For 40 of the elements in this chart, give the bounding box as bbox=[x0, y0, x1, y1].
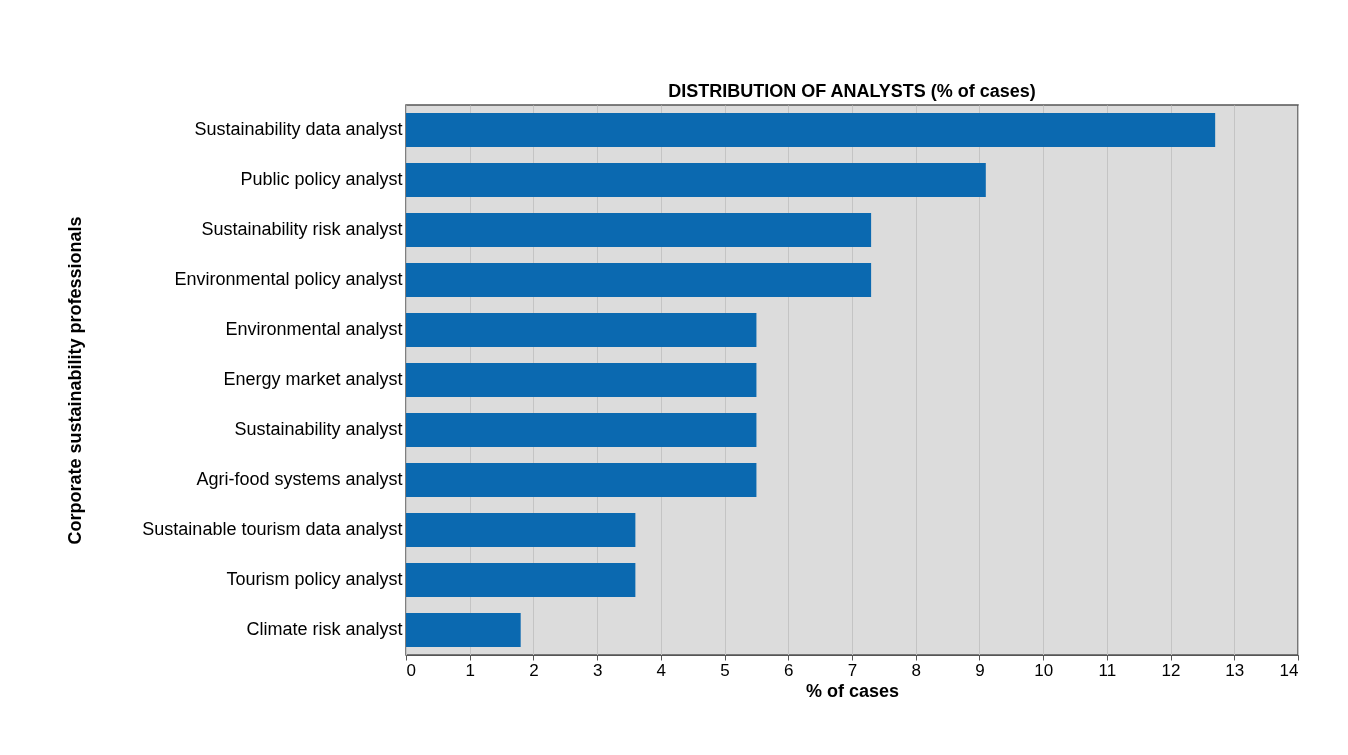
y-tick-label: Agri-food systems analyst bbox=[196, 469, 403, 489]
y-tick-label: Climate risk analyst bbox=[246, 619, 403, 639]
x-tick-label: 11 bbox=[1098, 660, 1117, 680]
x-tick-label: 1 bbox=[465, 660, 475, 680]
y-tick-label: Sustainability analyst bbox=[234, 419, 403, 439]
x-tick-label: 2 bbox=[529, 660, 539, 680]
y-tick-label: Public policy analyst bbox=[240, 169, 403, 189]
y-tick-label: Sustainability data analyst bbox=[194, 119, 403, 139]
bar bbox=[406, 163, 986, 197]
x-tick-label: 13 bbox=[1225, 660, 1245, 680]
y-tick-label: Sustainability risk analyst bbox=[201, 219, 403, 239]
y-tick-label: Sustainable tourism data analyst bbox=[142, 519, 403, 539]
x-tick-label: 4 bbox=[656, 660, 667, 680]
bar bbox=[406, 363, 757, 397]
bar bbox=[406, 613, 521, 647]
y-tick-label: Tourism policy analyst bbox=[226, 569, 403, 589]
bar bbox=[406, 313, 757, 347]
bar bbox=[406, 463, 757, 497]
x-tick-label: 12 bbox=[1161, 660, 1181, 680]
bar bbox=[406, 563, 636, 597]
x-tick-label: 9 bbox=[975, 660, 985, 680]
x-tick-label: 7 bbox=[847, 660, 858, 680]
bar bbox=[406, 263, 872, 297]
x-tick-label: 0 bbox=[406, 660, 416, 680]
y-tick-label: Energy market analyst bbox=[223, 369, 403, 389]
x-tick-label: 3 bbox=[592, 660, 603, 680]
x-tick-label: 8 bbox=[911, 660, 921, 680]
y-axis-title: Corporate sustainability professionals bbox=[64, 216, 85, 545]
bar bbox=[406, 413, 757, 447]
bar bbox=[406, 213, 872, 247]
x-tick-label: 6 bbox=[784, 660, 794, 680]
chart-title: DISTRIBUTION OF ANALYSTS (% of cases) bbox=[668, 81, 1036, 101]
y-tick-label: Environmental analyst bbox=[225, 319, 403, 339]
x-tick-label: 5 bbox=[720, 660, 730, 680]
y-tick-label: Environmental policy analyst bbox=[174, 269, 403, 289]
bar bbox=[406, 113, 1216, 147]
x-tick-label: 14 bbox=[1279, 660, 1299, 680]
bar bbox=[406, 513, 636, 547]
x-axis-title: % of cases bbox=[805, 680, 900, 701]
x-tick-label: 10 bbox=[1034, 660, 1054, 680]
